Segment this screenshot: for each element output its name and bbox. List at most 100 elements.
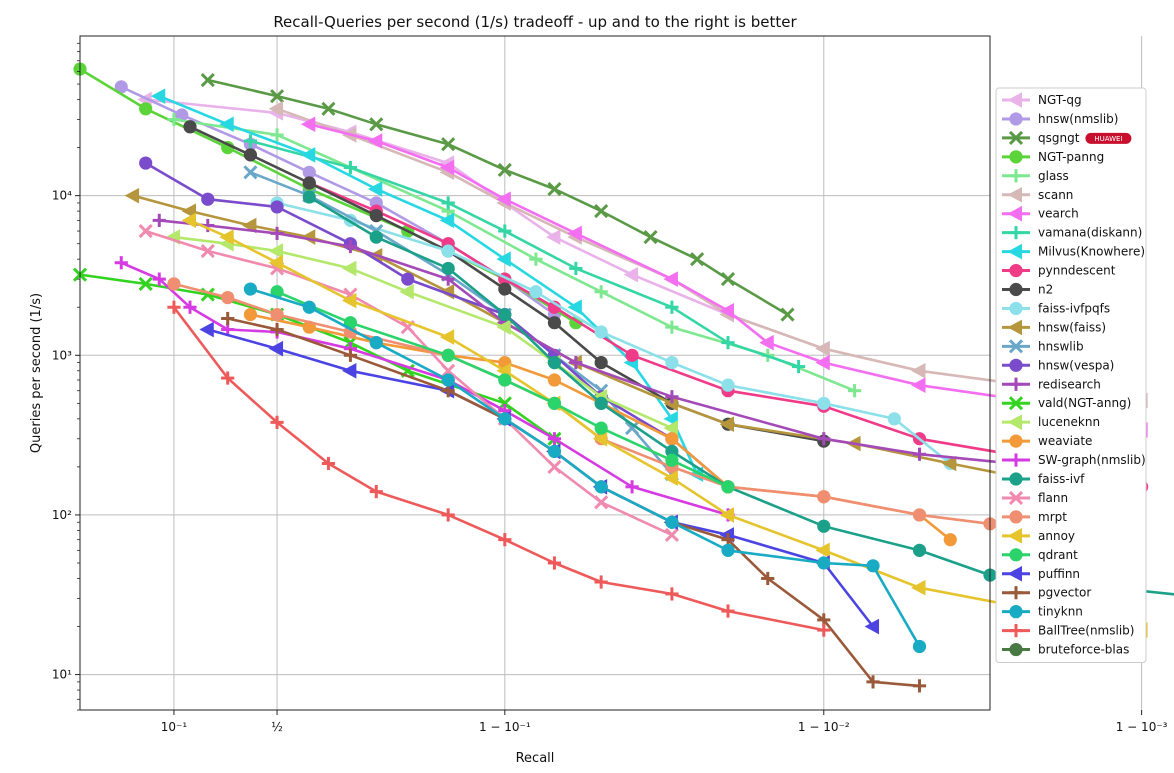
data-point bbox=[138, 224, 153, 239]
legend-swatch-marker bbox=[1007, 205, 1022, 222]
data-point bbox=[719, 302, 734, 319]
data-point bbox=[912, 543, 927, 557]
legend-item: faiss-ivf bbox=[1002, 472, 1085, 486]
data-point bbox=[547, 556, 562, 570]
legend-label: weaviate bbox=[1038, 434, 1092, 448]
data-point bbox=[665, 453, 679, 467]
data-point bbox=[114, 256, 128, 270]
legend-swatch-marker bbox=[1009, 377, 1023, 391]
data-point bbox=[643, 230, 658, 245]
data-point bbox=[498, 282, 512, 296]
marker-stroke bbox=[1008, 396, 1024, 411]
data-point bbox=[439, 329, 455, 345]
legend-swatch-marker bbox=[1009, 472, 1023, 486]
series-puffinn bbox=[199, 321, 880, 635]
grid bbox=[80, 36, 1143, 710]
data-point bbox=[270, 128, 284, 142]
data-point bbox=[441, 508, 455, 522]
data-point bbox=[912, 639, 927, 654]
legend-swatch-marker bbox=[1009, 548, 1023, 562]
legend-item: glass bbox=[1002, 169, 1069, 183]
marker-stroke bbox=[594, 495, 609, 510]
data-point bbox=[547, 355, 562, 370]
data-point bbox=[369, 208, 383, 223]
data-point bbox=[759, 334, 774, 351]
legend-swatch-marker bbox=[1009, 624, 1023, 638]
x-tick-label: 1 − 10⁻³ bbox=[1116, 720, 1168, 734]
legend-swatch-marker bbox=[1008, 130, 1024, 145]
legend-item: vald(NGT-anng) bbox=[1002, 396, 1131, 411]
legend-swatch-marker bbox=[1009, 453, 1023, 467]
marker-stroke bbox=[321, 101, 336, 116]
data-point bbox=[200, 243, 215, 259]
data-point bbox=[663, 395, 678, 412]
legend-swatch-marker bbox=[1007, 243, 1022, 260]
data-point bbox=[441, 196, 455, 210]
x-tick-label: 1 − 10⁻¹ bbox=[479, 720, 531, 734]
marker-stroke bbox=[138, 224, 153, 239]
data-point bbox=[221, 290, 235, 305]
data-point bbox=[625, 421, 640, 436]
y-tick-label: 10³ bbox=[52, 348, 72, 362]
data-point bbox=[496, 319, 511, 335]
data-point bbox=[441, 137, 456, 152]
data-point bbox=[441, 348, 455, 362]
data-point bbox=[594, 396, 608, 410]
legend-label: mrpt bbox=[1038, 510, 1067, 524]
data-point bbox=[665, 300, 679, 314]
legend-swatch-marker bbox=[1009, 510, 1023, 524]
legend-item: bruteforce-blas bbox=[1002, 643, 1129, 657]
data-point bbox=[342, 292, 357, 309]
marker-stroke bbox=[594, 204, 609, 219]
y-tick-label: 10² bbox=[52, 508, 72, 522]
data-point bbox=[547, 181, 562, 197]
series-qdrant bbox=[270, 285, 735, 494]
legend-swatch-marker bbox=[1007, 92, 1022, 108]
data-point bbox=[270, 415, 284, 429]
legend-item: hnswlib bbox=[1002, 339, 1084, 354]
legend-swatch-marker bbox=[1009, 282, 1023, 297]
legend-label: vamana(diskann) bbox=[1038, 226, 1142, 240]
legend-item: vamana(diskann) bbox=[1002, 226, 1142, 240]
marker-stroke bbox=[200, 72, 215, 88]
data-point bbox=[547, 316, 562, 330]
data-point bbox=[815, 354, 830, 371]
data-point bbox=[625, 348, 639, 362]
data-point bbox=[498, 224, 512, 238]
series-mrpt bbox=[167, 277, 997, 531]
series-line bbox=[159, 219, 1087, 498]
series-line bbox=[308, 123, 1142, 432]
data-point bbox=[439, 159, 455, 176]
data-point bbox=[547, 444, 562, 459]
data-point bbox=[912, 679, 927, 693]
legend-item: weaviate bbox=[1002, 434, 1092, 448]
data-point bbox=[399, 283, 414, 300]
data-point bbox=[847, 384, 862, 398]
data-point bbox=[441, 261, 455, 276]
legend-label: qsgngt bbox=[1038, 131, 1080, 145]
legend-label: hnsw(nmslib) bbox=[1038, 112, 1118, 126]
data-point bbox=[321, 456, 336, 471]
marker-stroke bbox=[547, 181, 562, 197]
data-point bbox=[817, 490, 831, 504]
series-balltree-nmslib- bbox=[167, 300, 831, 637]
data-point bbox=[721, 336, 735, 350]
series-line bbox=[172, 306, 825, 632]
legend-swatch-marker bbox=[1009, 586, 1023, 600]
legend-item: puffinn bbox=[1002, 565, 1080, 582]
legend-swatch-marker bbox=[1009, 642, 1023, 657]
legend-swatch-marker bbox=[1009, 263, 1023, 278]
data-point bbox=[401, 272, 415, 286]
data-point bbox=[546, 229, 561, 245]
x-tick-label: ½ bbox=[271, 720, 283, 734]
legend-item: qdrant bbox=[1002, 548, 1078, 562]
legend-swatch-marker bbox=[1007, 565, 1022, 582]
data-point bbox=[243, 134, 258, 148]
data-point bbox=[665, 355, 679, 370]
series-vamana-diskann- bbox=[243, 134, 806, 374]
data-point bbox=[441, 373, 455, 387]
legend-swatch-marker bbox=[1008, 490, 1024, 506]
legend-label: hnsw(vespa) bbox=[1038, 358, 1114, 372]
data-point bbox=[243, 165, 258, 180]
data-point bbox=[911, 377, 926, 393]
